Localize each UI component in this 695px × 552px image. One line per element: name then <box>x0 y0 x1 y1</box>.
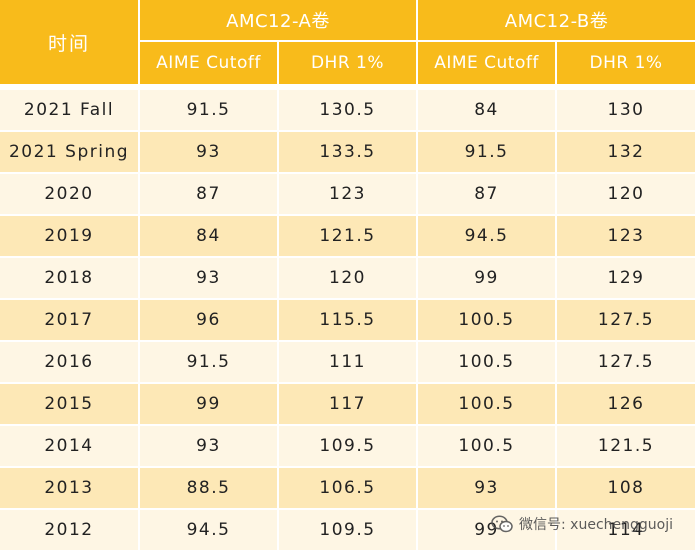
cell-time: 2014 <box>0 426 140 468</box>
cell-b-dhr: 121.5 <box>557 426 695 468</box>
cell-b-cutoff: 87 <box>418 174 558 216</box>
cell-time: 2019 <box>0 216 140 258</box>
table-row: 2012 94.5 109.5 99 114 <box>0 510 695 552</box>
header-spacer <box>0 86 695 90</box>
cell-b-dhr: 132 <box>557 132 695 174</box>
cell-b-dhr: 127.5 <box>557 300 695 342</box>
cell-a-dhr: 121.5 <box>279 216 419 258</box>
cell-b-dhr: 130 <box>557 90 695 132</box>
cell-b-dhr: 120 <box>557 174 695 216</box>
header-a-aime-cutoff: AIME Cutoff <box>140 42 279 86</box>
cell-time: 2018 <box>0 258 140 300</box>
table-row: 2020 87 123 87 120 <box>0 174 695 216</box>
header-b-aime-cutoff: AIME Cutoff <box>418 42 558 86</box>
cell-time: 2021 Fall <box>0 90 140 132</box>
cell-time: 2016 <box>0 342 140 384</box>
table-row: 2015 99 117 100.5 126 <box>0 384 695 426</box>
header-b-dhr: DHR 1% <box>557 42 695 86</box>
cell-b-cutoff: 99 <box>418 258 558 300</box>
table-row: 2021 Spring 93 133.5 91.5 132 <box>0 132 695 174</box>
cell-a-cutoff: 93 <box>140 426 279 468</box>
cell-a-cutoff: 88.5 <box>140 468 279 510</box>
cell-b-dhr: 127.5 <box>557 342 695 384</box>
cell-b-dhr: 129 <box>557 258 695 300</box>
cell-a-cutoff: 96 <box>140 300 279 342</box>
cell-a-dhr: 106.5 <box>279 468 419 510</box>
header-a-dhr: DHR 1% <box>279 42 419 86</box>
cell-b-cutoff: 100.5 <box>418 300 558 342</box>
table-row: 2018 93 120 99 129 <box>0 258 695 300</box>
cell-a-cutoff: 91.5 <box>140 342 279 384</box>
cell-b-dhr: 123 <box>557 216 695 258</box>
cell-time: 2013 <box>0 468 140 510</box>
table-row: 2014 93 109.5 100.5 121.5 <box>0 426 695 468</box>
cell-a-dhr: 123 <box>279 174 419 216</box>
header-group-a: AMC12-A卷 <box>140 0 419 42</box>
cell-a-dhr: 120 <box>279 258 419 300</box>
cell-a-dhr: 111 <box>279 342 419 384</box>
cell-b-dhr: 114 <box>557 510 695 552</box>
cell-b-cutoff: 93 <box>418 468 558 510</box>
cell-a-dhr: 109.5 <box>279 510 419 552</box>
cell-a-cutoff: 94.5 <box>140 510 279 552</box>
cell-a-cutoff: 91.5 <box>140 90 279 132</box>
cell-time: 2017 <box>0 300 140 342</box>
cell-time: 2021 Spring <box>0 132 140 174</box>
cell-b-cutoff: 84 <box>418 90 558 132</box>
header-group-b: AMC12-B卷 <box>418 0 695 42</box>
cell-time: 2012 <box>0 510 140 552</box>
wechat-watermark: 微信号: xuechengguoji <box>491 514 673 534</box>
cell-b-cutoff: 100.5 <box>418 384 558 426</box>
table-row: 2019 84 121.5 94.5 123 <box>0 216 695 258</box>
cell-b-cutoff: 100.5 <box>418 342 558 384</box>
wechat-icon <box>491 515 513 533</box>
cell-a-dhr: 130.5 <box>279 90 419 132</box>
cell-b-cutoff: 100.5 <box>418 426 558 468</box>
cell-a-dhr: 109.5 <box>279 426 419 468</box>
watermark-text: 微信号: xuechengguoji <box>519 517 673 533</box>
cell-a-cutoff: 87 <box>140 174 279 216</box>
cell-a-dhr: 117 <box>279 384 419 426</box>
cell-b-cutoff: 91.5 <box>418 132 558 174</box>
table-row: 2016 91.5 111 100.5 127.5 <box>0 342 695 384</box>
cell-a-cutoff: 84 <box>140 216 279 258</box>
cell-time: 2020 <box>0 174 140 216</box>
table-row: 2013 88.5 106.5 93 108 <box>0 468 695 510</box>
table-row: 2021 Fall 91.5 130.5 84 130 <box>0 90 695 132</box>
cell-a-dhr: 133.5 <box>279 132 419 174</box>
cell-b-cutoff: 94.5 <box>418 216 558 258</box>
cell-a-dhr: 115.5 <box>279 300 419 342</box>
header-time: 时间 <box>0 0 140 86</box>
cell-a-cutoff: 99 <box>140 384 279 426</box>
cell-b-dhr: 108 <box>557 468 695 510</box>
cell-a-cutoff: 93 <box>140 132 279 174</box>
cell-b-dhr: 126 <box>557 384 695 426</box>
table-row: 2017 96 115.5 100.5 127.5 <box>0 300 695 342</box>
cell-a-cutoff: 93 <box>140 258 279 300</box>
cell-time: 2015 <box>0 384 140 426</box>
